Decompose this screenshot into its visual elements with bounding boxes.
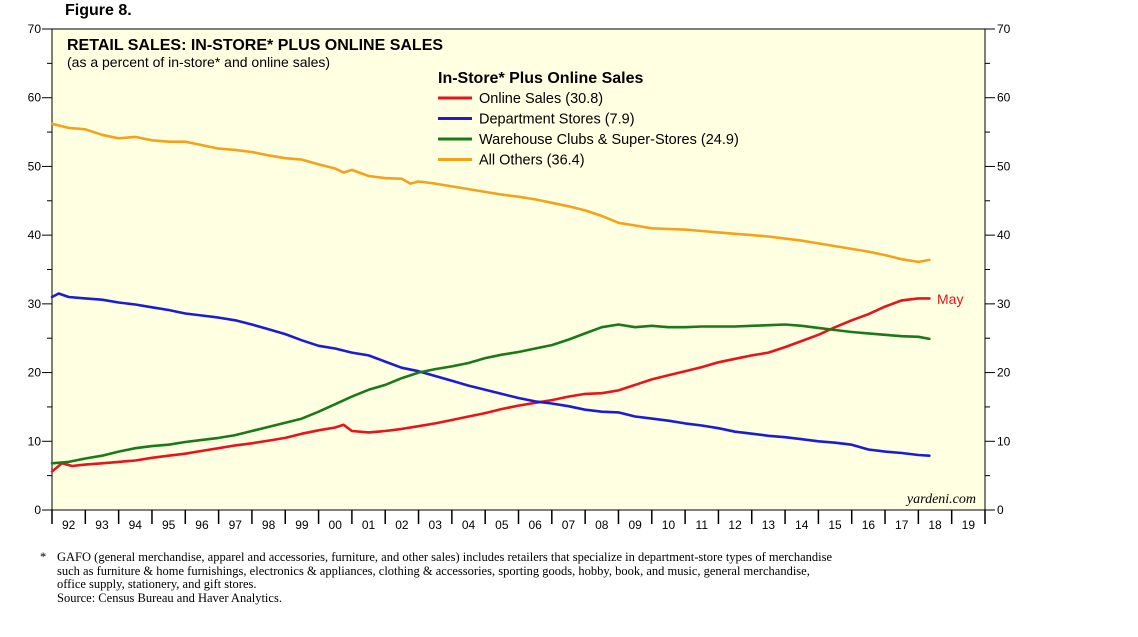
figure-label: Figure 8. bbox=[65, 2, 132, 19]
end-annotation: May bbox=[937, 291, 963, 307]
x-tick-label: 15 bbox=[828, 518, 842, 532]
legend-entry: Department Stores (7.9) bbox=[479, 112, 635, 128]
y-tick-label-left: 10 bbox=[28, 434, 42, 448]
y-tick-label-left: 20 bbox=[28, 366, 42, 380]
x-tick-label: 00 bbox=[329, 518, 343, 532]
x-tick-label: 19 bbox=[962, 518, 976, 532]
footnote-line: GAFO (general merchandise, apparel and a… bbox=[57, 550, 833, 564]
x-tick-label: 96 bbox=[195, 518, 209, 532]
footnote: * GAFO (general merchandise, apparel and… bbox=[40, 550, 1040, 605]
x-tick-label: 05 bbox=[495, 518, 509, 532]
x-tick-label: 06 bbox=[528, 518, 542, 532]
x-tick-label: 14 bbox=[795, 518, 809, 532]
legend-title: In-Store* Plus Online Sales bbox=[438, 70, 643, 87]
series-line bbox=[50, 122, 931, 264]
legend-entry: Warehouse Clubs & Super-Stores (24.9) bbox=[479, 132, 739, 148]
x-tick-label: 10 bbox=[662, 518, 676, 532]
x-tick-label: 98 bbox=[262, 518, 276, 532]
x-tick-label: 01 bbox=[362, 518, 376, 532]
y-tick-label-right: 20 bbox=[997, 366, 1011, 380]
x-tick-label: 04 bbox=[462, 518, 476, 532]
footnote-line: office supply, stationery, and gift stor… bbox=[57, 577, 257, 591]
x-tick-label: 97 bbox=[229, 518, 243, 532]
chart-title: RETAIL SALES: IN-STORE* PLUS ONLINE SALE… bbox=[67, 37, 443, 54]
y-tick-label-right: 70 bbox=[997, 22, 1011, 36]
x-tick-label: 13 bbox=[762, 518, 776, 532]
series-line bbox=[50, 297, 931, 473]
x-tick-label: 16 bbox=[862, 518, 876, 532]
x-tick-label: 94 bbox=[129, 518, 143, 532]
watermark: yardeni.com bbox=[905, 492, 976, 507]
x-tick-label: 12 bbox=[728, 518, 742, 532]
x-tick-label: 93 bbox=[95, 518, 109, 532]
y-tick-label-left: 30 bbox=[28, 297, 42, 311]
y-tick-label-left: 60 bbox=[28, 91, 42, 105]
y-tick-label-left: 50 bbox=[28, 159, 42, 173]
chart-subtitle: (as a percent of in-store* and online sa… bbox=[67, 54, 330, 70]
legend-entry: Online Sales (30.8) bbox=[479, 91, 603, 107]
y-tick-label-right: 30 bbox=[997, 297, 1011, 311]
y-tick-label-right: 0 bbox=[997, 503, 1004, 517]
legend-entry: All Others (36.4) bbox=[479, 153, 585, 169]
footnote-line: such as furniture & home furnishings, el… bbox=[57, 563, 810, 578]
x-tick-label: 92 bbox=[62, 518, 76, 532]
x-tick-label: 09 bbox=[628, 518, 642, 532]
y-tick-label-left: 40 bbox=[28, 228, 42, 242]
y-tick-label-right: 10 bbox=[997, 434, 1011, 448]
footnote-star: * bbox=[40, 550, 47, 564]
x-tick-label: 18 bbox=[928, 518, 942, 532]
series-layer bbox=[50, 122, 931, 473]
series-line bbox=[50, 323, 931, 465]
x-tick-label: 02 bbox=[395, 518, 409, 532]
y-tick-label-right: 50 bbox=[997, 159, 1011, 173]
y-tick-label-right: 40 bbox=[997, 228, 1011, 242]
footnote-source: Source: Census Bureau and Haver Analytic… bbox=[57, 590, 282, 605]
grid-ticks bbox=[42, 28, 995, 524]
x-tick-label: 17 bbox=[895, 518, 909, 532]
y-tick-label-left: 0 bbox=[34, 503, 41, 517]
legend: Online Sales (30.8) Department Stores (7.… bbox=[438, 91, 739, 169]
series-line bbox=[50, 292, 931, 458]
x-tick-label: 03 bbox=[429, 518, 443, 532]
x-tick-label: 08 bbox=[595, 518, 609, 532]
y-tick-label-right: 60 bbox=[997, 91, 1011, 105]
y-tick-label-left: 70 bbox=[28, 22, 42, 36]
x-tick-label: 99 bbox=[295, 518, 309, 532]
x-tick-label: 07 bbox=[562, 518, 576, 532]
x-tick-label: 95 bbox=[162, 518, 176, 532]
x-tick-label: 11 bbox=[696, 518, 709, 532]
